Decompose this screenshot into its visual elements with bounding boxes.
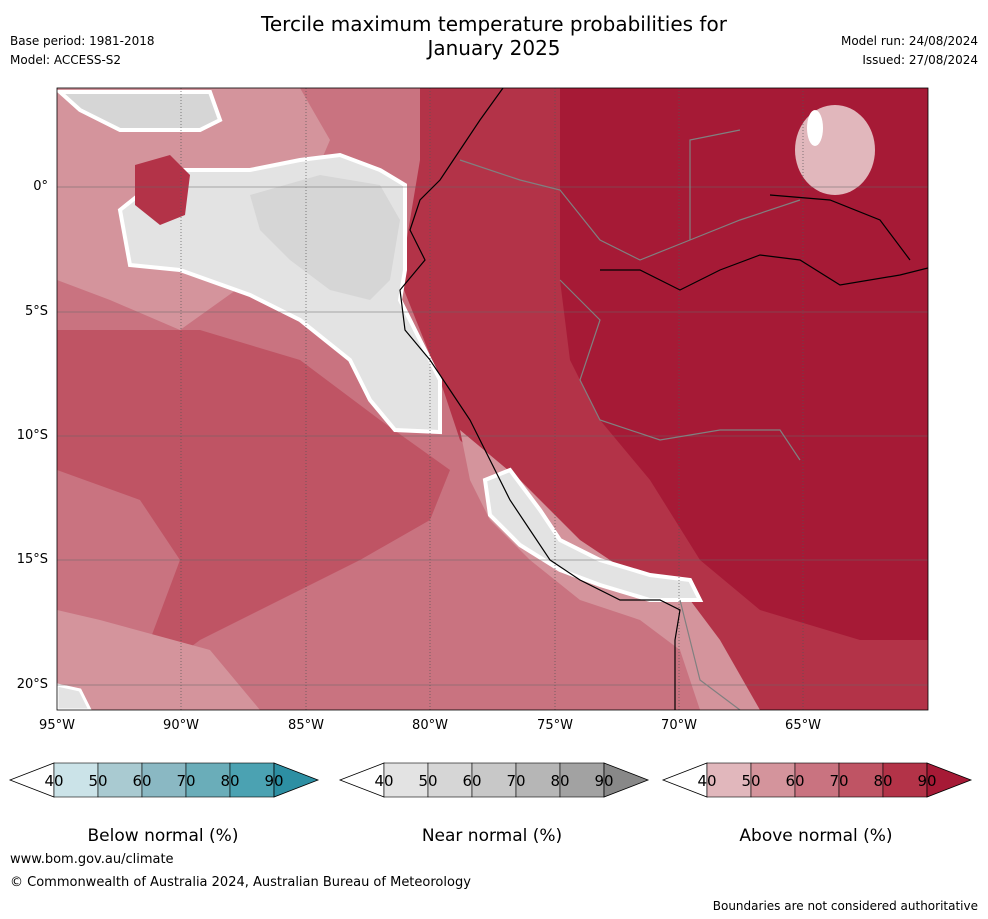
issued-text: Issued: 27/08/2024	[862, 53, 978, 67]
colorbar-near-title: Near normal (%)	[421, 826, 563, 846]
colorbar-right-extend	[603, 762, 650, 798]
footer-copyright: © Commonwealth of Australia 2024, Austra…	[10, 875, 471, 890]
colorbar-right-extend	[926, 762, 973, 798]
colorbar-tick-label: 50	[418, 772, 438, 790]
map-title: Tercile maximum temperature probabilitie…	[0, 12, 988, 60]
lon-label-85w: 85°W	[288, 718, 324, 733]
colorbar-segment	[53, 762, 99, 798]
map-frame	[56, 87, 929, 711]
colorbar-segment	[794, 762, 840, 798]
colorbar-above-normal	[661, 762, 973, 798]
colorbar-segment	[471, 762, 517, 798]
colorbar-tick-label: 90	[594, 772, 614, 790]
colorbar-tick-label: 60	[132, 772, 152, 790]
colorbar-below-title: Below normal (%)	[87, 826, 239, 846]
lon-label-90w: 90°W	[163, 718, 199, 733]
lon-label-95w: 95°W	[39, 718, 75, 733]
colorbar-tick-label: 70	[829, 772, 849, 790]
colorbar-tick-label: 90	[264, 772, 284, 790]
lon-label-75w: 75°W	[537, 718, 573, 733]
colorbar-tick-label: 90	[917, 772, 937, 790]
colorbar-tick-label: 80	[550, 772, 570, 790]
colorbar-tick-label: 50	[88, 772, 108, 790]
near-normal-sw-corner	[57, 683, 92, 710]
ocean-southwest-band	[57, 470, 180, 660]
colorbar-segment	[141, 762, 187, 798]
galapagos-patch	[135, 155, 190, 225]
colorbar-segment	[383, 762, 429, 798]
colorbar-segment	[838, 762, 884, 798]
colorbar-segment	[515, 762, 561, 798]
colorbar-segment	[706, 762, 752, 798]
near-normal-core	[250, 175, 400, 300]
lat-gridlines	[57, 186, 928, 686]
amazon-white-spot	[807, 110, 823, 146]
lat-label-20s: 20°S	[16, 677, 48, 692]
colorbar-tick-label: 40	[44, 772, 64, 790]
model-run-text: Model run: 24/08/2024	[840, 34, 978, 48]
colorbar-tick-label: 60	[785, 772, 805, 790]
lon-label-80w: 80°W	[412, 718, 448, 733]
near-normal-north-zone	[57, 90, 223, 132]
land-darkest-band	[560, 88, 928, 640]
lat-label-10s: 10°S	[16, 428, 48, 443]
meta-left: Base period: 1981-2018 Model: ACCESS-S2	[10, 32, 155, 70]
model-text: Model: ACCESS-S2	[10, 53, 122, 67]
colorbar-tick-label: 60	[462, 772, 482, 790]
colorbar-right-extend	[273, 762, 320, 798]
lat-label-15s: 15°S	[16, 552, 48, 567]
colorbar-above-title: Above normal (%)	[739, 826, 893, 846]
map-title-line1: Tercile maximum temperature probabilitie…	[261, 12, 727, 36]
colorbar-segment	[750, 762, 796, 798]
colorbar-tick-label: 70	[176, 772, 196, 790]
lat-label-0: 0°	[33, 179, 48, 194]
base-period-text: Base period: 1981-2018	[10, 34, 155, 48]
country-borders	[459, 129, 801, 710]
coastline	[399, 88, 681, 710]
footer-url[interactable]: www.bom.gov.au/climate	[10, 852, 174, 867]
map-fill-layers	[57, 88, 928, 710]
colorbar-segment	[882, 762, 928, 798]
near-normal-coast-zone	[482, 467, 704, 602]
colorbar-tick-label: 70	[506, 772, 526, 790]
colorbar-tick-label: 40	[697, 772, 717, 790]
colorbar-segment	[185, 762, 231, 798]
colorbar-near-normal	[338, 762, 650, 798]
lat-label-5s: 5°S	[24, 304, 48, 319]
colorbar-segment	[559, 762, 605, 798]
amazon-light-spot	[795, 105, 875, 195]
colorbars	[8, 762, 973, 798]
probability-map	[56, 87, 929, 711]
amazon-river	[600, 194, 928, 291]
colorbar-tick-label: 40	[374, 772, 394, 790]
footer-note: Boundaries are not considered authoritat…	[712, 899, 978, 913]
meta-right: Model run: 24/08/2024 Issued: 27/08/2024	[841, 32, 978, 70]
colorbar-below-normal	[8, 762, 320, 798]
map-title-line2: January 2025	[427, 36, 561, 60]
colorbar-tick-label: 50	[741, 772, 761, 790]
colorbar-tick-label: 80	[220, 772, 240, 790]
colorbar-tick-label: 80	[873, 772, 893, 790]
lon-label-70w: 70°W	[661, 718, 697, 733]
lon-label-65w: 65°W	[785, 718, 821, 733]
colorbar-segment	[427, 762, 473, 798]
colorbar-segment	[97, 762, 143, 798]
